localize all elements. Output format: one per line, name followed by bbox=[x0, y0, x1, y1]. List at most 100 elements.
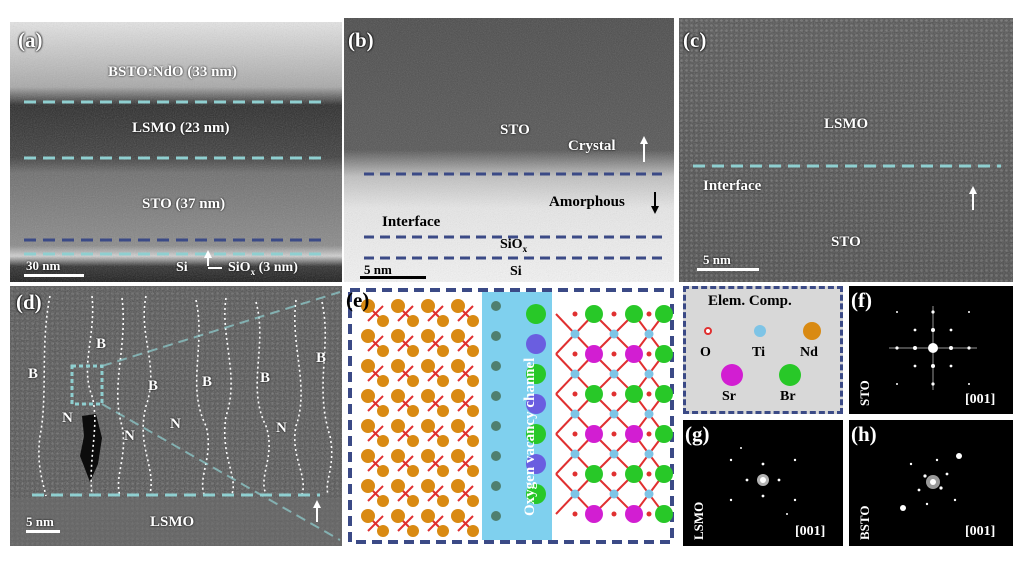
br-atom bbox=[526, 304, 546, 324]
o-atom bbox=[646, 311, 652, 317]
nd-o-bond bbox=[367, 515, 384, 532]
ti-atom bbox=[609, 369, 619, 379]
boundary-b-1: B bbox=[28, 366, 39, 382]
nd-atom bbox=[437, 495, 449, 507]
nd-atom bbox=[437, 345, 449, 357]
ti-o-bond bbox=[555, 473, 576, 495]
vacancy-channel-atom bbox=[491, 481, 501, 491]
nd-o-bond bbox=[397, 305, 414, 322]
scalebar-a bbox=[24, 274, 84, 277]
nd-atom bbox=[467, 405, 479, 417]
panel-g: (g) LSMO [001] bbox=[683, 420, 843, 546]
boundary-b-5: B bbox=[260, 370, 271, 386]
legend-ti-label: Ti bbox=[752, 345, 765, 360]
o-atom bbox=[611, 431, 617, 437]
legend-nd-label: Nd bbox=[800, 345, 818, 360]
nd-o-bond bbox=[427, 365, 444, 382]
nd-atom bbox=[421, 299, 435, 313]
ti-atom bbox=[644, 489, 654, 499]
ti-atom bbox=[644, 329, 654, 339]
br-atom bbox=[625, 465, 643, 483]
vacancy-channel-atom bbox=[491, 421, 501, 431]
vacancy-channel-atom bbox=[491, 301, 501, 311]
nd-atom bbox=[361, 389, 375, 403]
nd-atom bbox=[391, 299, 405, 313]
ti-o-bond bbox=[555, 413, 576, 435]
nd-atom bbox=[377, 375, 389, 387]
nd-atom bbox=[437, 435, 449, 447]
panel-d-image bbox=[10, 286, 342, 546]
vacancy-channel-atom bbox=[491, 511, 501, 521]
nd-atom bbox=[377, 435, 389, 447]
legend-sr-label: Sr bbox=[722, 389, 736, 404]
scalebar-b bbox=[360, 276, 426, 279]
scalebar-c bbox=[697, 268, 759, 271]
nd-atom bbox=[467, 315, 479, 327]
nd-o-bond bbox=[367, 455, 384, 472]
o-atom bbox=[646, 391, 652, 397]
nd-o-bond bbox=[397, 335, 414, 352]
nd-atom bbox=[467, 375, 479, 387]
o-atom bbox=[572, 511, 578, 517]
panel-b-label: (b) bbox=[348, 28, 374, 52]
nd-o-bond bbox=[367, 425, 384, 442]
nd-o-bond bbox=[457, 485, 474, 502]
nd-o-bond bbox=[427, 485, 444, 502]
nd-atom bbox=[451, 299, 465, 313]
br-atom bbox=[655, 465, 673, 483]
crystal-label: Crystal bbox=[568, 138, 616, 154]
panel-d: (d) B B B B B B N N N N LSMO 5 nm bbox=[10, 286, 342, 546]
ti-atom bbox=[570, 329, 580, 339]
panel-h: (h) BSTO [001] bbox=[849, 420, 1013, 546]
nd-o-bond bbox=[397, 485, 414, 502]
o-atom bbox=[611, 311, 617, 317]
panel-f-label: (f) bbox=[851, 288, 872, 312]
nd-o-bond bbox=[457, 365, 474, 382]
nd-atom bbox=[437, 525, 449, 537]
sr-atom bbox=[526, 454, 546, 474]
nd-o-bond bbox=[427, 455, 444, 472]
amorphous-label: Amorphous bbox=[549, 194, 625, 210]
nd-atom bbox=[377, 315, 389, 327]
nd-o-bond bbox=[397, 515, 414, 532]
nd-atom bbox=[391, 359, 405, 373]
nd-atom bbox=[467, 495, 479, 507]
interface-label-b: Interface bbox=[382, 214, 441, 230]
nd-atom bbox=[361, 449, 375, 463]
nd-atom bbox=[421, 329, 435, 343]
nd-atom bbox=[391, 419, 405, 433]
nd-atom bbox=[421, 419, 435, 433]
sr-atom bbox=[625, 425, 643, 443]
nd-o-bond bbox=[367, 305, 384, 322]
nd-atom bbox=[377, 525, 389, 537]
ti-o-bond bbox=[555, 393, 576, 415]
o-atom bbox=[572, 311, 578, 317]
panel-a-label: (a) bbox=[18, 28, 43, 52]
nd-atom bbox=[467, 525, 479, 537]
nd-atom bbox=[407, 375, 419, 387]
ti-atom bbox=[570, 489, 580, 499]
br-atom bbox=[655, 345, 673, 363]
nd-atom bbox=[407, 315, 419, 327]
nd-atom bbox=[361, 509, 375, 523]
o-atom bbox=[646, 431, 652, 437]
panel-h-label: (h) bbox=[851, 422, 877, 446]
nd-atom bbox=[391, 389, 405, 403]
nd-atom bbox=[361, 329, 375, 343]
nd-o-bond bbox=[427, 305, 444, 322]
scalebar-d bbox=[26, 530, 60, 533]
nd-o-bond bbox=[457, 395, 474, 412]
nd-atom bbox=[421, 509, 435, 523]
scalebar-b-label: 5 nm bbox=[364, 262, 392, 277]
sto-label-b: STO bbox=[500, 122, 530, 138]
legend-br-swatch bbox=[779, 364, 801, 386]
boundary-b-3: B bbox=[148, 378, 159, 394]
nd-o-bond bbox=[457, 305, 474, 322]
ti-o-bond bbox=[555, 373, 576, 395]
siox-label: SiOx (3 nm) bbox=[228, 260, 298, 277]
nd-o-bond bbox=[457, 335, 474, 352]
panel-d-label: (d) bbox=[16, 290, 42, 314]
nd-o-bond bbox=[457, 425, 474, 442]
ti-atom bbox=[570, 409, 580, 419]
nd-atom bbox=[391, 449, 405, 463]
